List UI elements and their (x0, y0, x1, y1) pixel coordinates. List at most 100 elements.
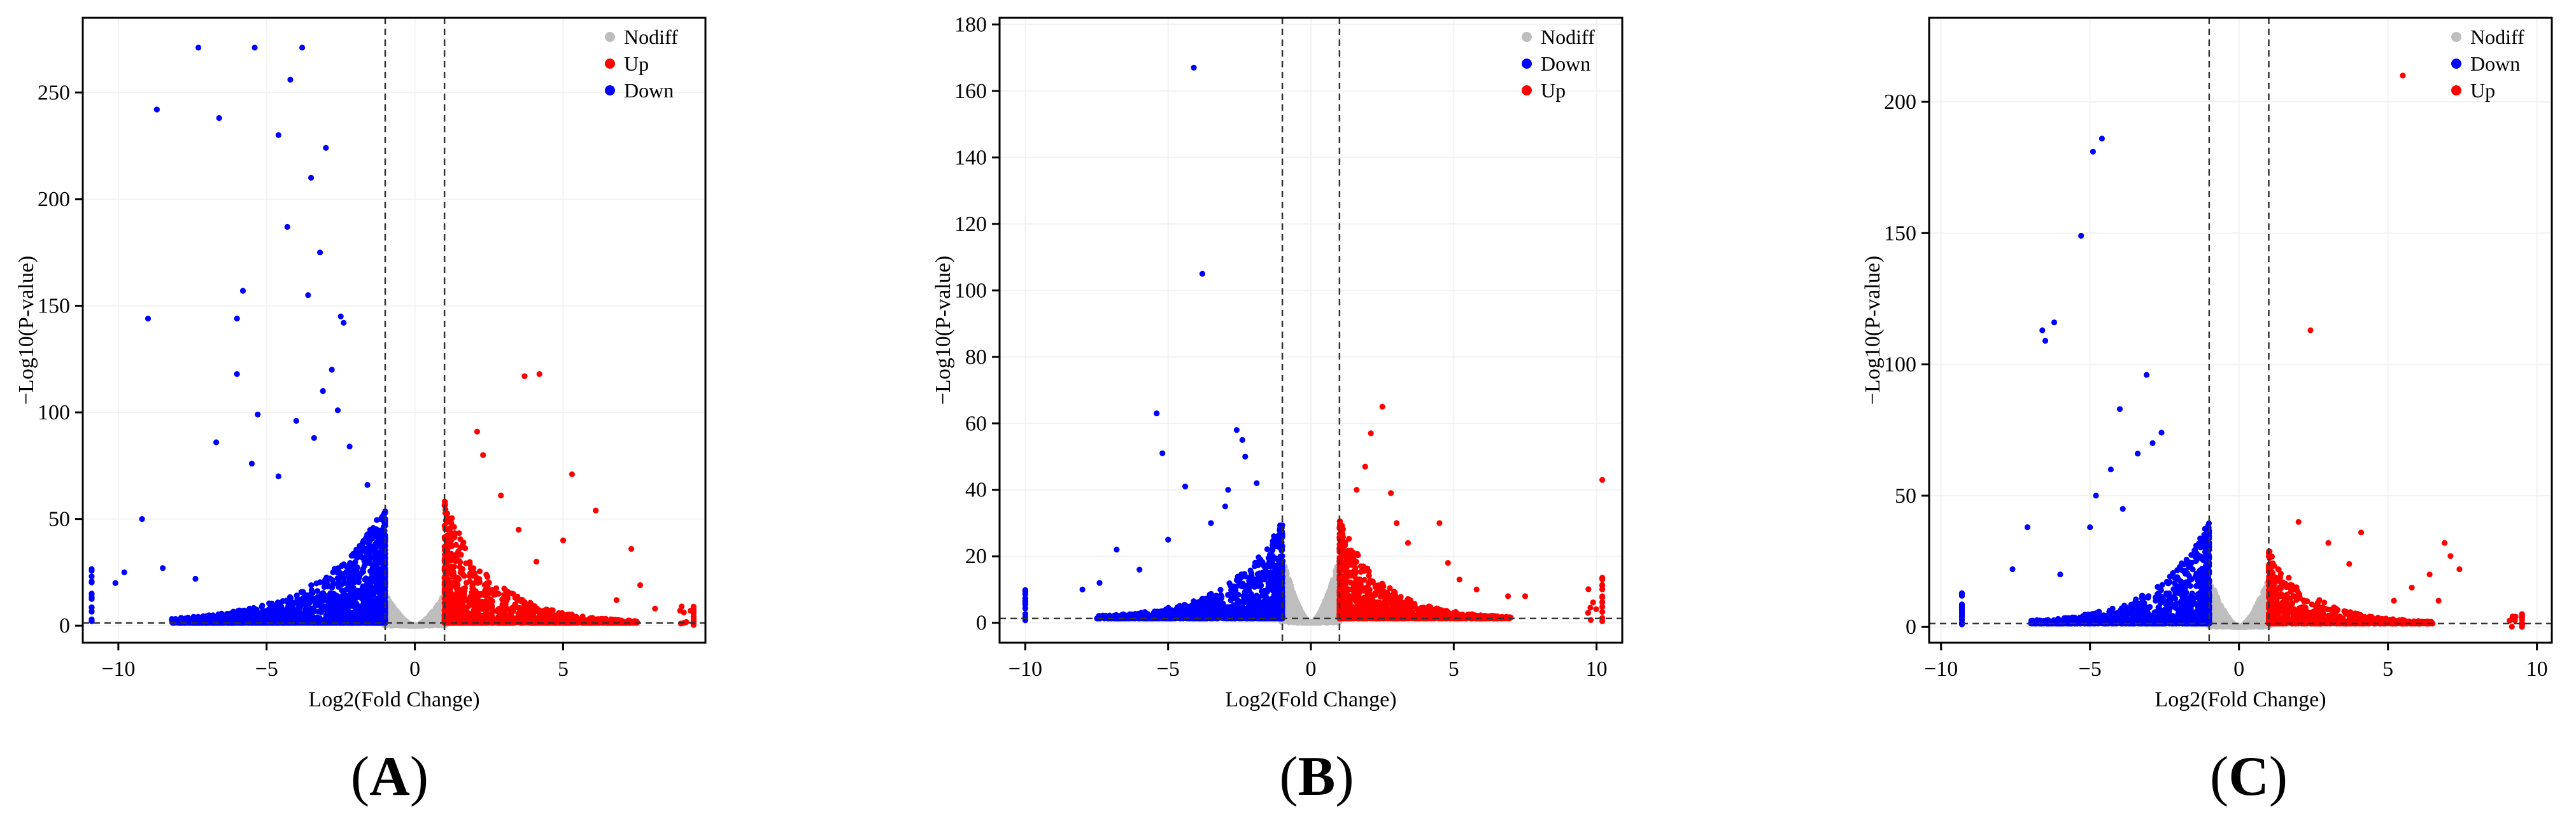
point-up (463, 560, 469, 566)
point-down (318, 598, 325, 605)
point-down (323, 619, 330, 626)
point-down (358, 592, 365, 598)
point-down (351, 571, 358, 578)
point-nodiff (389, 610, 395, 616)
point-up (476, 568, 483, 575)
point-down (236, 608, 243, 615)
point-down (284, 611, 290, 617)
point-up (467, 578, 473, 585)
point-down (374, 531, 381, 538)
point-down (373, 526, 379, 533)
point-up (464, 605, 470, 611)
point-down (372, 569, 379, 575)
point-down (376, 575, 383, 582)
point-down (379, 535, 385, 542)
point-down (337, 570, 343, 577)
point-down (317, 579, 323, 585)
grid (83, 18, 705, 643)
point-down (345, 564, 351, 571)
point-down (350, 615, 357, 621)
point-up (461, 573, 467, 579)
point-down (222, 614, 228, 620)
point-down (306, 593, 313, 600)
point-down (271, 614, 278, 621)
point-up (483, 571, 490, 578)
point-up (499, 601, 506, 608)
point-down (355, 603, 362, 610)
point-up (474, 591, 481, 598)
point-down (366, 542, 372, 548)
point-down (308, 582, 315, 589)
point-up (520, 598, 527, 605)
point-down (349, 592, 355, 599)
point-down (299, 612, 305, 619)
point-down (372, 559, 379, 565)
point-down (321, 603, 327, 610)
point-down (367, 585, 373, 591)
point-down (358, 553, 364, 559)
point-up (456, 603, 463, 609)
point-down (349, 578, 355, 584)
point-up (487, 596, 493, 603)
point-down (358, 570, 365, 577)
point-up (455, 586, 462, 592)
point-down (373, 606, 379, 613)
point-down (376, 552, 383, 559)
point-down (327, 584, 334, 590)
point-down (275, 609, 281, 615)
point-down (259, 603, 265, 609)
point-down (334, 593, 341, 599)
point-down (330, 601, 336, 608)
point-down (285, 599, 291, 605)
point-down (327, 575, 333, 582)
point-down (367, 617, 374, 623)
point-down (295, 603, 302, 610)
point-down (336, 578, 342, 585)
point-down (355, 579, 362, 585)
point-down (277, 601, 283, 607)
point-down (340, 593, 346, 599)
point-down (266, 600, 272, 606)
point-down (266, 606, 272, 612)
point-nodiff (398, 617, 404, 623)
point-down (313, 602, 320, 608)
point-down (352, 559, 358, 565)
point-down (322, 581, 329, 587)
point-down (367, 575, 374, 582)
point-up (451, 603, 457, 609)
point-down (282, 619, 288, 625)
point-up (467, 565, 474, 571)
point-down (369, 547, 375, 554)
point-down (307, 608, 313, 615)
data-points (88, 45, 697, 629)
volcano-panel-a: −10 −5 0 5 0 50 100 150 200 250 Log2(Fold Change) −… (0, 0, 847, 826)
point-down (341, 613, 347, 620)
point-down (354, 564, 360, 571)
point-down (208, 613, 215, 619)
point-down (363, 601, 370, 608)
point-up (484, 589, 491, 596)
point-down (379, 595, 386, 602)
point-nodiff (435, 608, 442, 614)
point-down (339, 563, 345, 570)
point-down (362, 577, 368, 583)
point-nodiff (390, 604, 397, 610)
point-down (295, 596, 302, 603)
point-down (302, 619, 308, 626)
point-up (536, 607, 542, 613)
point-up (501, 585, 507, 592)
point-down (318, 591, 325, 598)
point-down (250, 614, 257, 621)
point-up (462, 545, 469, 552)
point-down (362, 560, 369, 567)
point-down (377, 584, 383, 590)
point-down (381, 510, 388, 516)
point-down (359, 542, 365, 548)
point-down (359, 610, 366, 617)
point-down (371, 592, 377, 599)
point-nodiff (392, 615, 399, 622)
point-down (347, 585, 354, 592)
point-down (315, 620, 322, 626)
point-up (559, 610, 565, 616)
